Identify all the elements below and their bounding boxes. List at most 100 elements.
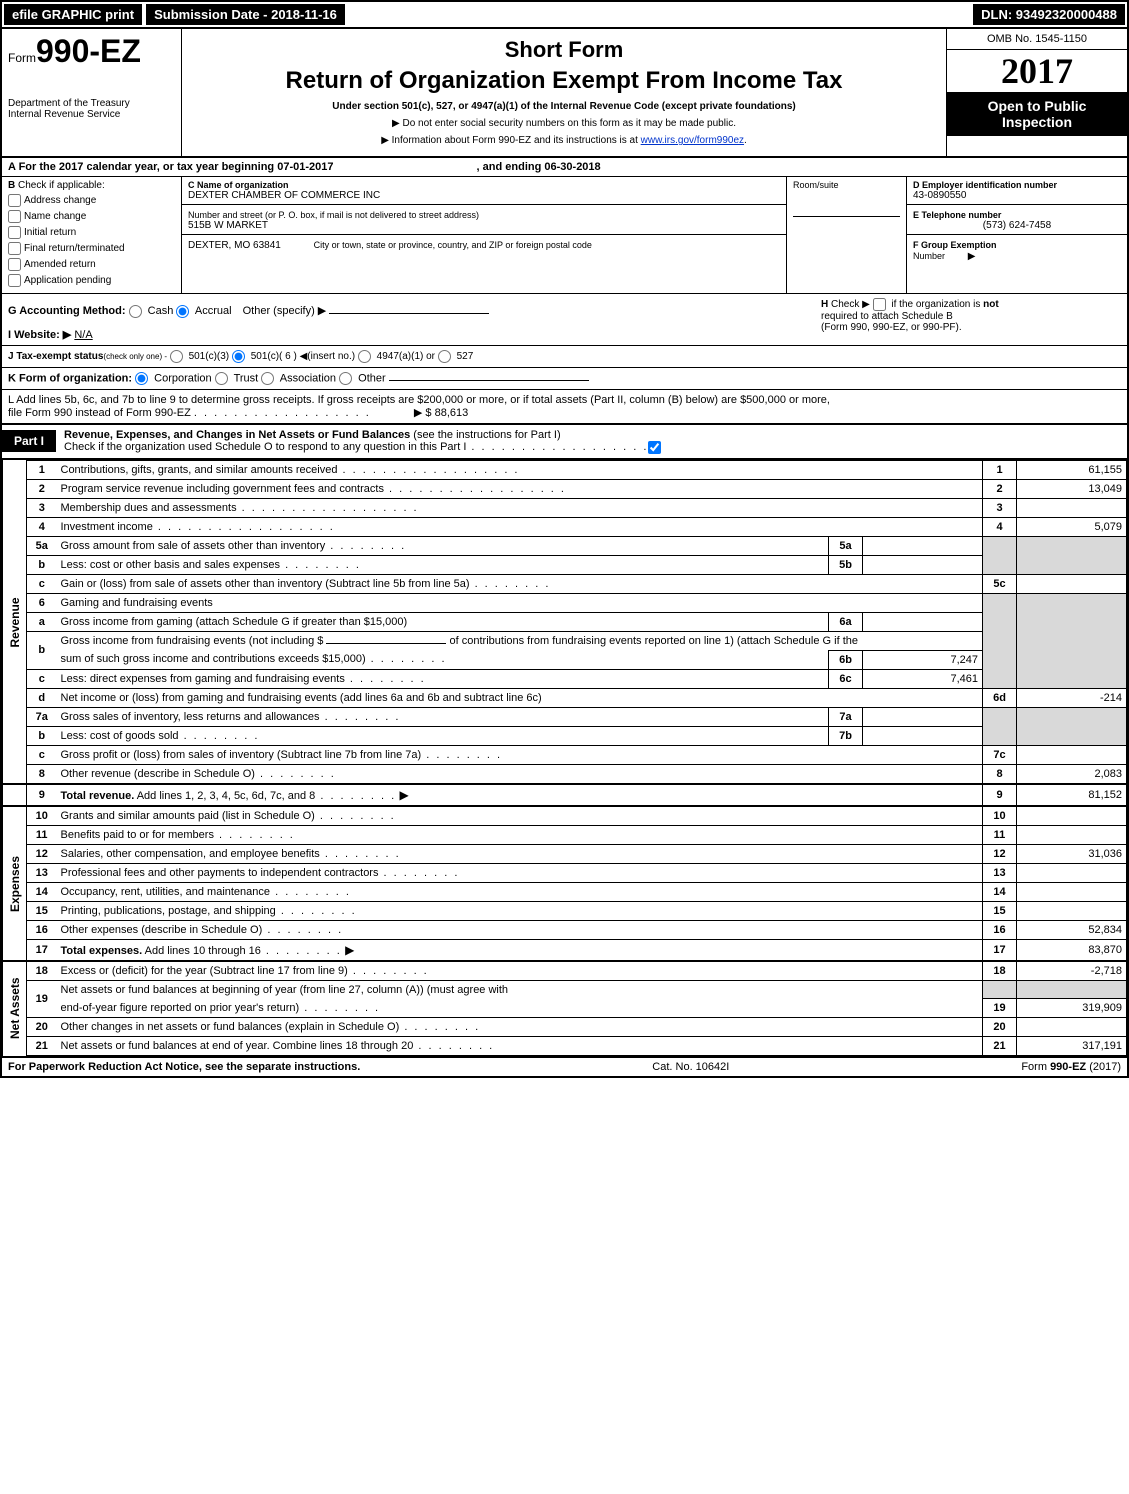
- ln5ab-shade-n: [983, 536, 1017, 574]
- cb-amended-return-label: Amended return: [24, 259, 96, 270]
- rb-501c3[interactable]: [170, 350, 183, 363]
- k-label: K Form of organization:: [8, 372, 132, 384]
- ln14-val: [1017, 882, 1127, 901]
- row-a-begin: 07-01-2017: [277, 161, 333, 173]
- ln15-desc: Printing, publications, postage, and shi…: [61, 905, 276, 917]
- rb-4947[interactable]: [358, 350, 371, 363]
- form-number-cell: Form990-EZ Department of the Treasury In…: [2, 29, 182, 156]
- rb-corporation[interactable]: [135, 372, 148, 385]
- f-label2: Number: [913, 251, 945, 261]
- ln7ab-shade-n: [983, 707, 1017, 745]
- efile-print-button[interactable]: efile GRAPHIC print: [4, 4, 142, 25]
- footer-right-pre: Form: [1021, 1061, 1050, 1073]
- cb-schedule-o-used[interactable]: [648, 441, 661, 454]
- ln7c-desc: Gross profit or (loss) from sales of inv…: [61, 749, 422, 761]
- ln8-dots: [255, 768, 336, 780]
- ln14-num: 14: [27, 882, 57, 901]
- rb-other-org[interactable]: [339, 372, 352, 385]
- ln6c-subval: 7,461: [863, 669, 983, 688]
- rb-501c3-label: 501(c)(3): [189, 351, 230, 362]
- ln1-box: 1: [983, 460, 1017, 479]
- ln5a-num: 5a: [27, 536, 57, 555]
- cb-address-change[interactable]: Address change: [8, 194, 175, 207]
- h-not: not: [983, 299, 999, 310]
- section-k: K Form of organization: Corporation Trus…: [0, 368, 1129, 390]
- ln7c-dots: [421, 749, 502, 761]
- f-arrow: ▶: [968, 251, 976, 262]
- ln15-dots: [276, 905, 357, 917]
- ln7c-box: 7c: [983, 745, 1017, 764]
- l-text1: L Add lines 5b, 6c, and 7b to line 9 to …: [8, 394, 1121, 406]
- form-prefix: Form: [8, 51, 36, 65]
- part1-desc: Revenue, Expenses, and Changes in Net As…: [56, 425, 679, 458]
- b-letter: B: [8, 180, 15, 191]
- ln4-desc: Investment income: [61, 521, 335, 533]
- cb-schedule-b-not-required[interactable]: [873, 298, 886, 311]
- ln15-num: 15: [27, 901, 57, 920]
- b-check-label: Check if applicable:: [18, 180, 105, 191]
- instructions-link[interactable]: www.irs.gov/form990ez: [641, 135, 744, 146]
- title-under: Under section 501(c), 527, or 4947(a)(1)…: [188, 101, 940, 112]
- ln5c-val: [1017, 574, 1127, 593]
- part1-dots: [466, 441, 648, 453]
- ln6b-fillin[interactable]: [326, 643, 446, 644]
- side-label-revenue: Revenue: [3, 460, 27, 784]
- rb-527[interactable]: [438, 350, 451, 363]
- ln18-val: -2,718: [1017, 961, 1127, 981]
- ln7a-subval: [863, 707, 983, 726]
- ln6a-sub: 6a: [829, 612, 863, 631]
- street-label: Number and street (or P. O. box, if mail…: [188, 210, 780, 220]
- rb-association-label: Association: [280, 372, 336, 384]
- ln1-num: 1: [27, 460, 57, 479]
- ln18-desc: Excess or (deficit) for the year (Subtra…: [61, 965, 348, 977]
- lines-table: Revenue 1 Contributions, gifts, grants, …: [2, 460, 1127, 1057]
- ln17-arrow: [342, 945, 355, 957]
- ln7b-subval: [863, 726, 983, 745]
- ln8-num: 8: [27, 764, 57, 784]
- ln17-val: 83,870: [1017, 939, 1127, 961]
- cb-address-change-label: Address change: [24, 195, 96, 206]
- ln12-val: 31,036: [1017, 844, 1127, 863]
- section-def: D Employer identification number 43-0890…: [907, 177, 1127, 293]
- ln19-desc2: end-of-year figure reported on prior yea…: [61, 1002, 300, 1014]
- other-specify-line[interactable]: [329, 313, 489, 314]
- cb-amended-return[interactable]: Amended return: [8, 258, 175, 271]
- h-text2: if the organization is: [891, 299, 980, 310]
- row-a-mid: , and ending: [477, 161, 545, 173]
- ln6a-num: a: [27, 612, 57, 631]
- ln18-dots: [348, 965, 429, 977]
- cb-application-pending[interactable]: Application pending: [8, 274, 175, 287]
- ln6d-desc: Net income or (loss) from gaming and fun…: [57, 688, 983, 707]
- ln6a-subval: [863, 612, 983, 631]
- ln2-val: 13,049: [1017, 479, 1127, 498]
- ln16-dots: [262, 924, 343, 936]
- ln13-desc: Professional fees and other payments to …: [61, 867, 379, 879]
- rb-association[interactable]: [261, 372, 274, 385]
- cb-final-return[interactable]: Final return/terminated: [8, 242, 175, 255]
- ln7a-desc: Gross sales of inventory, less returns a…: [61, 711, 401, 723]
- h-text4: (Form 990, 990-EZ, or 990-PF).: [821, 322, 962, 333]
- cb-name-change[interactable]: Name change: [8, 210, 175, 223]
- ln6a-desc: Gross income from gaming (attach Schedul…: [57, 612, 829, 631]
- ln5b-subval: [863, 555, 983, 574]
- note-info-post: .: [744, 135, 747, 146]
- ln7c-val: [1017, 745, 1127, 764]
- rb-501c[interactable]: [232, 350, 245, 363]
- title-main: Return of Organization Exempt From Incom…: [188, 67, 940, 95]
- ln16-val: 52,834: [1017, 920, 1127, 939]
- h-letter: H: [821, 299, 828, 310]
- ln7b-num: b: [27, 726, 57, 745]
- cb-initial-return[interactable]: Initial return: [8, 226, 175, 239]
- ln9-box: 9: [983, 784, 1017, 806]
- ln16-desc: Other expenses (describe in Schedule O): [61, 924, 263, 936]
- other-org-line[interactable]: [389, 380, 589, 381]
- ln9-arrow: [396, 790, 409, 802]
- rb-527-label: 527: [457, 351, 474, 362]
- j-label: J Tax-exempt status: [8, 351, 103, 362]
- rb-cash[interactable]: [129, 305, 142, 318]
- rb-accrual[interactable]: [176, 305, 189, 318]
- ln12-num: 12: [27, 844, 57, 863]
- open-line1: Open to Public: [949, 98, 1125, 114]
- ln9-val: 81,152: [1017, 784, 1127, 806]
- rb-trust[interactable]: [215, 372, 228, 385]
